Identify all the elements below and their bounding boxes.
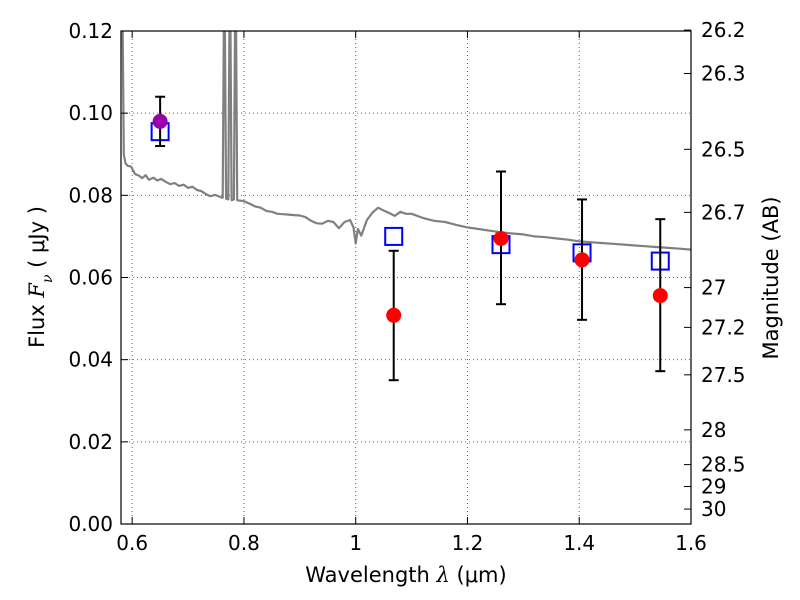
mag-tick-label: 26.2 [701,18,746,42]
mag-tick-label: 27.2 [701,315,746,339]
x-tick-label: 1.6 [675,531,707,555]
observed-photometry-point [386,307,402,323]
axes: 0.6 0.8 1 1.2 1.4 1.6 0.00 0.02 0.04 0.06 0.08 0.10… [68,18,745,555]
mag-tick-label: 26.7 [701,200,746,224]
y-axis-right-title: Magnitude (AB) [759,196,783,359]
plot-area [121,31,691,382]
grid-lines [121,31,691,524]
y-tick-label: 0.06 [68,266,113,290]
mag-tick-label: 27 [701,276,726,300]
y-tick-label: 0.00 [68,512,113,536]
x-tick-label: 1.2 [452,531,484,555]
x-axis-title: Wavelength λ (μm) [305,563,506,587]
y-tick-label: 0.02 [68,430,113,454]
x-tick-label: 1 [349,531,362,555]
x-tick-label: 0.6 [116,531,148,555]
observed-photometry-point [493,230,509,246]
model-photometry-square [384,226,404,246]
observed-photometry-point [652,288,668,304]
y-tick-label: 0.08 [68,183,113,207]
mag-tick-label: 27.5 [701,363,746,387]
model-sed-line [121,31,691,251]
mag-tick-label: 26.3 [701,62,746,86]
mag-tick-label: 29 [701,475,726,499]
y-tick-label: 0.12 [68,19,113,43]
observed-photometry-point [574,252,590,268]
mag-tick-label: 30 [701,497,726,521]
x-tick-label: 0.8 [228,531,260,555]
y-tick-label: 0.04 [68,348,113,372]
observed-photometry-point [152,113,168,129]
y-tick-label: 0.10 [68,101,113,125]
mag-tick-label: 26.5 [701,137,746,161]
mag-tick-label: 28.5 [701,453,746,477]
x-tick-label: 1.4 [563,531,595,555]
mag-tick-label: 28 [701,418,726,442]
y-axis-title: Flux Fν ( μJy ) [25,206,56,348]
